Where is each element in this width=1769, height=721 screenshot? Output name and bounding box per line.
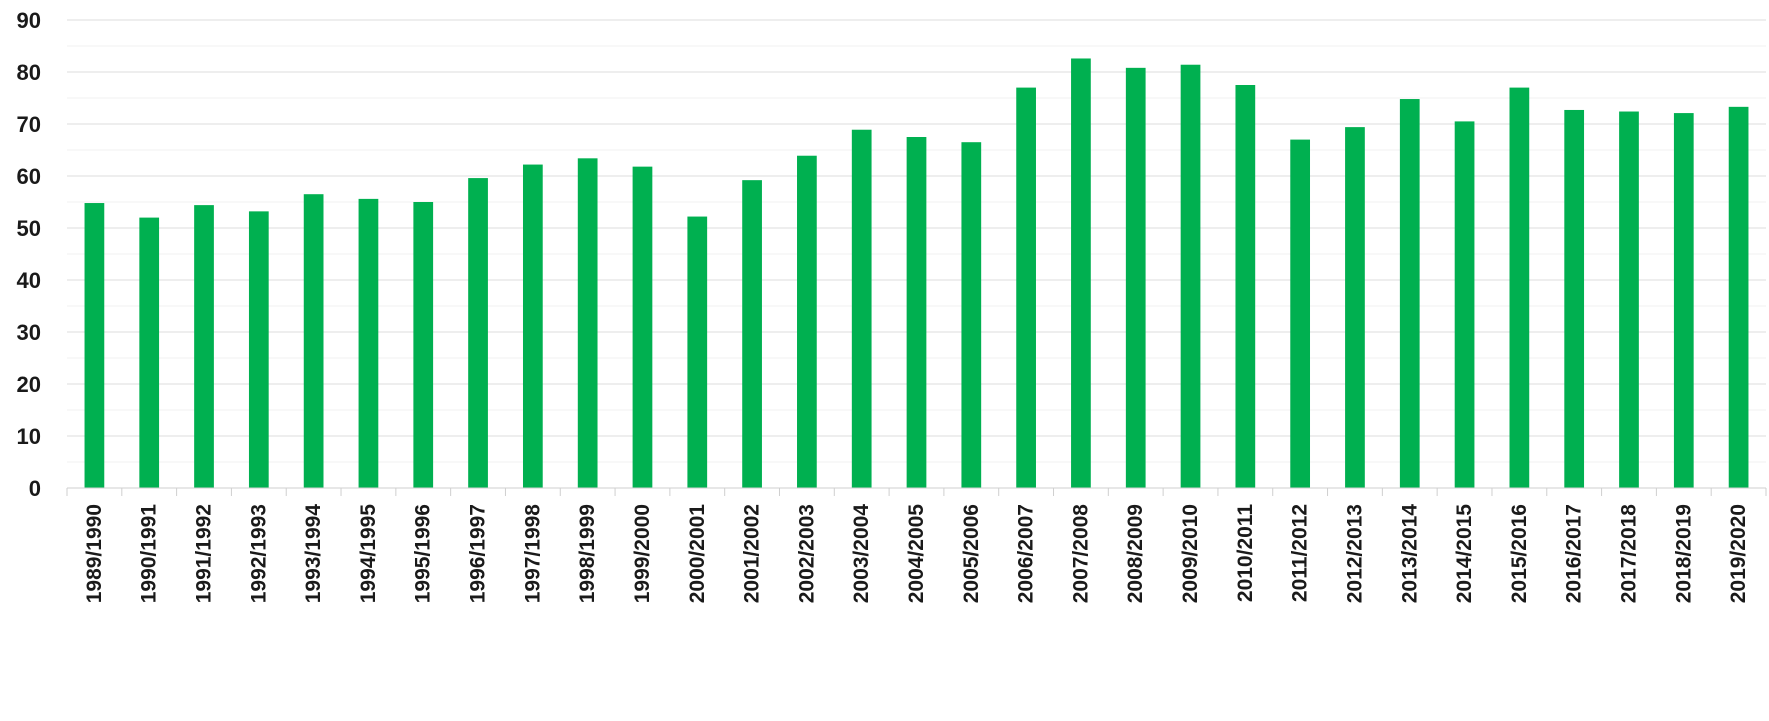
bar	[1399, 99, 1420, 488]
bar	[906, 137, 927, 488]
x-tick-label: 1997/1998	[521, 504, 544, 604]
bar	[248, 211, 269, 489]
bar	[742, 180, 762, 488]
bar	[1180, 64, 1201, 488]
bar	[961, 142, 982, 488]
x-tick-label: 1991/1992	[193, 504, 216, 603]
bar	[1564, 109, 1585, 489]
y-tick-label: 0	[29, 476, 41, 501]
y-tick-label: 30	[17, 320, 41, 345]
y-tick-label: 70	[17, 112, 41, 137]
bar	[1728, 106, 1749, 488]
x-tick-label: 2011/2012	[1289, 504, 1312, 602]
y-axis-tick-labels: 0 10 20 30 40 50 60 70 80 90	[17, 8, 41, 501]
bar	[1673, 113, 1694, 488]
bar	[1454, 121, 1475, 489]
bar	[522, 164, 543, 488]
x-tick-label: 1998/1999	[576, 504, 599, 603]
x-tick-label: 2003/2004	[850, 504, 873, 604]
bar	[797, 155, 817, 488]
x-tick-label: 2005/2006	[960, 504, 983, 603]
x-tick-label: 2000/2001	[686, 504, 709, 604]
x-tick-label: 2002/2003	[795, 504, 818, 603]
bar	[1290, 139, 1311, 488]
y-tick-label: 20	[17, 372, 41, 397]
bar	[1235, 85, 1256, 488]
x-tick-label: 1995/1996	[412, 504, 435, 603]
bar	[139, 217, 160, 488]
x-tick-label: 1993/1994	[302, 504, 325, 604]
bar	[851, 129, 872, 488]
x-tick-label: 1999/2000	[631, 504, 654, 603]
x-tick-label: 2019/2020	[1727, 504, 1750, 603]
x-tick-label: 2010/2011	[1234, 504, 1257, 602]
x-tick-label: 1996/1997	[467, 504, 490, 603]
x-tick-label: 2012/2013	[1343, 504, 1366, 603]
y-tick-label: 90	[17, 8, 41, 33]
x-tick-label: 2016/2017	[1563, 504, 1586, 603]
bar	[1509, 87, 1530, 488]
bar	[303, 194, 324, 488]
bar	[194, 205, 214, 488]
y-tick-label: 60	[17, 164, 41, 189]
bar	[1071, 58, 1091, 488]
x-tick-label: 2007/2008	[1069, 504, 1092, 604]
bars	[84, 58, 1749, 489]
x-tick-label: 2014/2015	[1453, 504, 1476, 604]
y-tick-label: 50	[17, 216, 41, 241]
x-tick-label: 2006/2007	[1015, 504, 1038, 603]
x-tick-label: 2018/2019	[1672, 504, 1695, 603]
x-tick-label: 2013/2014	[1398, 504, 1421, 604]
x-tick-label: 1990/1991	[138, 504, 161, 604]
x-tick-label: 2004/2005	[905, 504, 928, 604]
bar	[468, 178, 488, 488]
bar	[413, 202, 434, 488]
x-tick-label: 2017/2018	[1617, 504, 1640, 604]
y-tick-label: 40	[17, 268, 41, 293]
x-tick-label: 1989/1990	[83, 504, 106, 603]
x-tick-label: 1992/1993	[247, 504, 270, 603]
bar	[1619, 111, 1639, 489]
bar	[1345, 127, 1365, 489]
x-tick-label: 2008/2009	[1124, 504, 1147, 603]
y-tick-label: 10	[17, 424, 41, 449]
bar	[1016, 87, 1036, 488]
bar	[1125, 67, 1146, 488]
bar	[577, 158, 598, 488]
bar	[632, 166, 653, 488]
x-tick-label: 2015/2016	[1508, 504, 1531, 603]
x-axis	[66, 487, 1767, 496]
bar	[358, 198, 379, 488]
x-tick-label: 2009/2010	[1179, 504, 1202, 603]
x-tick-label: 1994/1995	[357, 504, 380, 604]
x-tick-label: 2001/2002	[741, 504, 764, 603]
x-axis-tick-labels: 1989/1990 1990/1991 1991/1992 1992/1993 1993…	[83, 504, 1750, 604]
y-tick-label: 80	[17, 60, 41, 85]
bar	[687, 216, 708, 488]
bar	[84, 203, 105, 489]
